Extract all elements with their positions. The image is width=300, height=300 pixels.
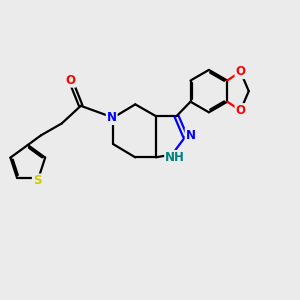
Text: O: O — [236, 104, 245, 117]
Text: S: S — [33, 175, 41, 188]
Text: N: N — [107, 111, 117, 124]
Text: O: O — [236, 65, 245, 78]
Text: N: N — [186, 129, 196, 142]
Text: NH: NH — [165, 151, 185, 164]
Text: O: O — [65, 74, 76, 87]
